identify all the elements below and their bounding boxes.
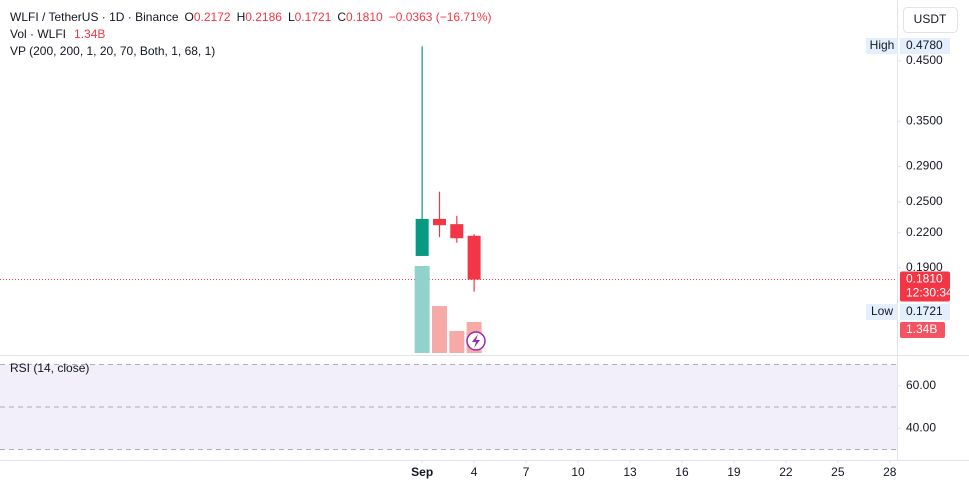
y-tick-label: 0.2200 (906, 225, 943, 239)
candle-body (450, 224, 464, 239)
volume-tag-value: 1.34B (906, 322, 937, 336)
volume-bar (414, 266, 430, 353)
high-value: 0.4780 (906, 38, 943, 52)
x-tick-label: 4 (471, 465, 478, 479)
rsi-tick-label: 40.00 (906, 420, 936, 434)
o-value: 0.2172 (194, 10, 231, 24)
y-tick-label: 0.1900 (906, 260, 943, 274)
candle-body (432, 218, 446, 226)
volume-bar (431, 306, 447, 353)
candle-body (467, 235, 481, 280)
y-tick-label: 0.3500 (906, 113, 943, 127)
legend-pair: WLFI / TetherUS · 1D · Binance O0.2172 H0.… (10, 10, 491, 24)
vol-value: 1.34B (74, 27, 105, 41)
x-tick-label: 16 (675, 465, 689, 479)
countdown: 12:30:34 (906, 286, 953, 300)
h-value: 0.2186 (245, 10, 282, 24)
x-tick-label: 10 (571, 465, 585, 479)
low-tag: Low (871, 304, 893, 318)
x-tick-label: 25 (831, 465, 845, 479)
last-price-value: 0.1810 (906, 272, 943, 286)
event-bolt (472, 334, 480, 348)
high-tag: High (870, 38, 895, 52)
rsi-band (0, 364, 897, 450)
o-tag: O (185, 10, 194, 24)
c-tag: C (337, 10, 346, 24)
y-tick-label: 0.2900 (906, 159, 943, 173)
x-tick-label: 28 (883, 465, 897, 479)
candle-body (415, 218, 429, 256)
x-tick-label: 19 (727, 465, 741, 479)
l-tag: L (288, 10, 295, 24)
pair: WLFI / TetherUS · 1D · Binance (10, 10, 179, 24)
h-tag: H (237, 10, 246, 24)
legend-vol: Vol · WLFI 1.34B (10, 27, 105, 41)
volume-bar (449, 331, 465, 353)
low-value: 0.1721 (906, 304, 943, 318)
rsi-tick-label: 60.00 (906, 378, 936, 392)
currency-button[interactable] (903, 7, 958, 33)
high-tag-bg (866, 38, 898, 54)
low-tag-bg (866, 304, 898, 320)
x-tick-label: Sep (411, 465, 433, 479)
c-value: 0.1810 (346, 10, 383, 24)
change: −0.0363 (−16.71%) (389, 10, 492, 24)
legend-vp: VP (200, 200, 1, 20, 70, Both, 1, 68, 1) (10, 44, 215, 58)
x-tick-label: 7 (523, 465, 530, 479)
low-value-bg (900, 304, 950, 320)
y-tick-label: 0.2500 (906, 194, 943, 208)
l-value: 0.1721 (295, 10, 332, 24)
high-value-bg (900, 38, 950, 54)
vol-title: Vol · WLFI (10, 27, 66, 41)
rsi-title: RSI (14, close) (10, 361, 89, 375)
x-tick-label: 13 (623, 465, 637, 479)
last-price-tag (900, 271, 950, 302)
volume-tag (900, 321, 945, 338)
x-tick-label: 22 (779, 465, 793, 479)
y-tick-label: 0.4500 (906, 53, 943, 67)
currency: USDT (914, 12, 947, 26)
